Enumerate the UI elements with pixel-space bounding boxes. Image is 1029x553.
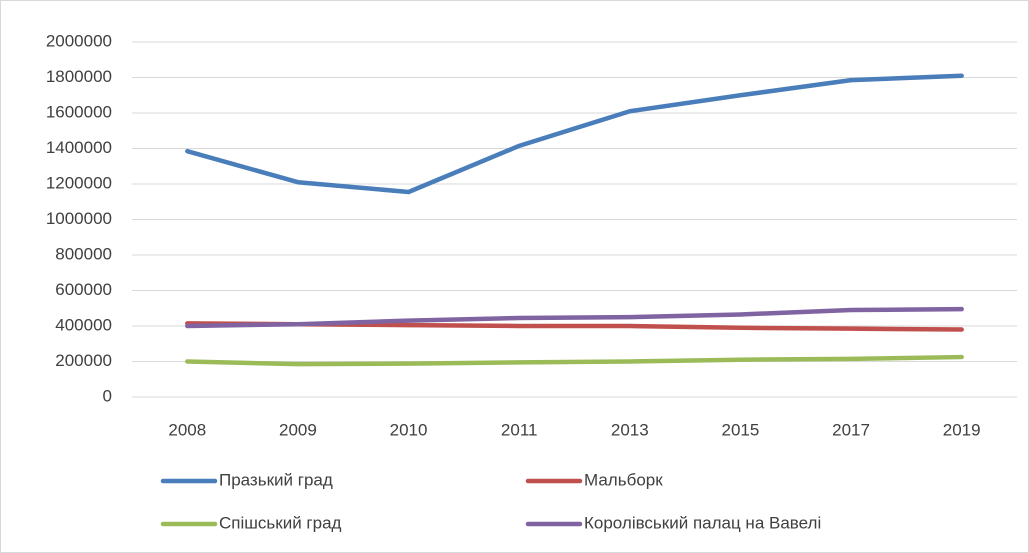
x-tick-label: 2009 [279, 420, 317, 439]
y-tick-label: 0 [103, 386, 112, 405]
legend-label: Празький град [219, 470, 333, 489]
y-tick-label: 2000000 [46, 31, 112, 50]
y-tick-label: 1600000 [46, 102, 112, 121]
y-tick-label: 1000000 [46, 209, 112, 228]
x-tick-label: 2010 [390, 420, 428, 439]
legend-label: Королівський палац на Вавелі [584, 513, 821, 532]
x-tick-label: 2011 [501, 420, 538, 439]
series-line [185, 73, 964, 195]
y-tick-label: 1200000 [46, 173, 112, 192]
x-tick-label: 2013 [611, 420, 649, 439]
x-tick-label: 2017 [832, 420, 870, 439]
series-line [185, 306, 964, 329]
x-tick-label: 2019 [943, 420, 981, 439]
y-tick-label: 1400000 [46, 138, 112, 157]
legend-label: Мальборк [584, 470, 663, 489]
x-tick-label: 2008 [168, 420, 206, 439]
y-tick-label: 800000 [55, 244, 112, 263]
y-tick-label: 200000 [55, 351, 112, 370]
series-line [185, 354, 964, 367]
x-tick-label: 2015 [722, 420, 760, 439]
y-tick-label: 400000 [55, 315, 112, 334]
y-tick-label: 1800000 [46, 67, 112, 86]
legend-label: Спішський град [219, 513, 342, 532]
y-tick-label: 600000 [55, 280, 112, 299]
